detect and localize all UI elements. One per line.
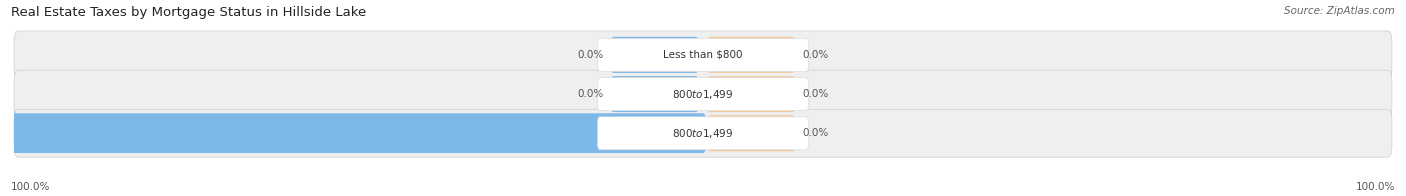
FancyBboxPatch shape [598, 78, 808, 111]
Text: 0.0%: 0.0% [578, 89, 603, 99]
Text: 0.0%: 0.0% [803, 128, 828, 138]
FancyBboxPatch shape [707, 76, 794, 112]
FancyBboxPatch shape [14, 109, 1392, 157]
FancyBboxPatch shape [612, 76, 699, 112]
FancyBboxPatch shape [0, 113, 706, 153]
FancyBboxPatch shape [707, 115, 794, 151]
Text: Less than $800: Less than $800 [664, 50, 742, 60]
Text: 0.0%: 0.0% [803, 89, 828, 99]
FancyBboxPatch shape [598, 38, 808, 71]
FancyBboxPatch shape [707, 37, 794, 73]
Text: $800 to $1,499: $800 to $1,499 [672, 88, 734, 101]
Text: $800 to $1,499: $800 to $1,499 [672, 127, 734, 140]
FancyBboxPatch shape [598, 117, 808, 150]
FancyBboxPatch shape [14, 70, 1392, 118]
FancyBboxPatch shape [14, 31, 1392, 79]
FancyBboxPatch shape [612, 37, 699, 73]
Text: 100.0%: 100.0% [1355, 182, 1395, 192]
Text: 0.0%: 0.0% [803, 50, 828, 60]
Text: 0.0%: 0.0% [578, 50, 603, 60]
Text: 100.0%: 100.0% [11, 182, 51, 192]
Text: Real Estate Taxes by Mortgage Status in Hillside Lake: Real Estate Taxes by Mortgage Status in … [11, 6, 367, 19]
Text: Source: ZipAtlas.com: Source: ZipAtlas.com [1284, 6, 1395, 16]
